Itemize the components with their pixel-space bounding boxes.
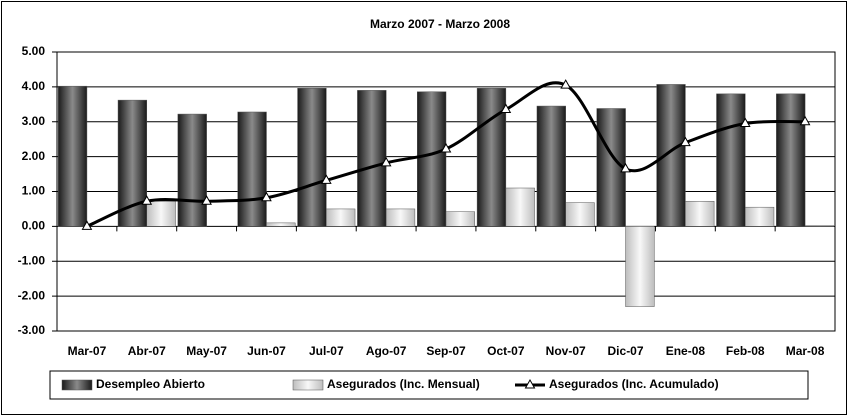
y-tick-label: 1.00 (22, 184, 46, 198)
legend-box (49, 370, 809, 400)
bar (744, 206, 775, 227)
marker (799, 115, 811, 126)
legend-label: Asegurados (Inc. Mensual) (327, 377, 480, 391)
x-tick-label: Abr-07 (128, 344, 166, 358)
y-tick-label: 4.00 (22, 79, 46, 93)
bar (445, 211, 475, 227)
x-tick-label: Ago-07 (366, 344, 407, 358)
y-tick-label: 3.00 (22, 114, 46, 128)
marker (440, 142, 452, 153)
bar (357, 90, 387, 227)
bar (326, 208, 356, 227)
bar (476, 88, 507, 227)
x-tick-label: Nov-07 (546, 344, 586, 358)
x-tick-label: Feb-08 (726, 344, 765, 358)
bar (656, 84, 686, 227)
legend-swatch (292, 379, 324, 391)
legend-label: Desempleo Abierto (96, 377, 205, 391)
x-tick-label: Mar-08 (786, 344, 825, 358)
marker (560, 79, 572, 89)
legend-swatch (61, 379, 93, 391)
y-tick-label: 2.00 (22, 149, 46, 163)
x-tick-label: Ene-08 (666, 344, 706, 358)
y-tick-label: -3.00 (18, 323, 46, 337)
y-tick-label: -1.00 (18, 253, 46, 267)
y-tick-label: -2.00 (18, 288, 46, 302)
marker (680, 136, 691, 147)
marker (500, 103, 512, 114)
marker (380, 156, 392, 167)
marker (320, 174, 332, 184)
bar (716, 93, 746, 227)
bar (385, 208, 416, 227)
bar (57, 85, 88, 227)
legend-label: Asegurados (Inc. Acumulado) (549, 377, 719, 391)
marker (620, 162, 631, 173)
bar (685, 201, 715, 227)
bar (536, 105, 566, 227)
x-tick-label: Jun-07 (247, 344, 286, 358)
bar (565, 202, 595, 227)
bar (417, 91, 447, 227)
x-tick-label: Mar-07 (68, 344, 107, 358)
bar (146, 201, 176, 227)
bar (177, 113, 207, 227)
x-tick-label: May-07 (186, 344, 227, 358)
bar (776, 93, 806, 227)
bar (266, 222, 296, 227)
bar (804, 225, 835, 227)
bar (625, 226, 655, 307)
marker (81, 220, 93, 230)
marker (201, 195, 212, 205)
x-tick-label: Jul-07 (309, 344, 344, 358)
x-tick-label: Oct-07 (487, 344, 525, 358)
bar (505, 187, 535, 227)
chart-title: Marzo 2007 - Marzo 2008 (370, 17, 510, 31)
x-tick-label: Sep-07 (426, 344, 466, 358)
y-tick-label: 5.00 (22, 44, 46, 58)
y-tick-label: 0.00 (22, 219, 46, 233)
bar (117, 99, 148, 227)
marker (141, 195, 153, 205)
bar (297, 88, 327, 227)
x-tick-label: Dic-07 (608, 344, 644, 358)
bar (237, 111, 267, 227)
legend-marker (524, 378, 536, 389)
marker (739, 117, 751, 127)
marker (261, 191, 272, 202)
